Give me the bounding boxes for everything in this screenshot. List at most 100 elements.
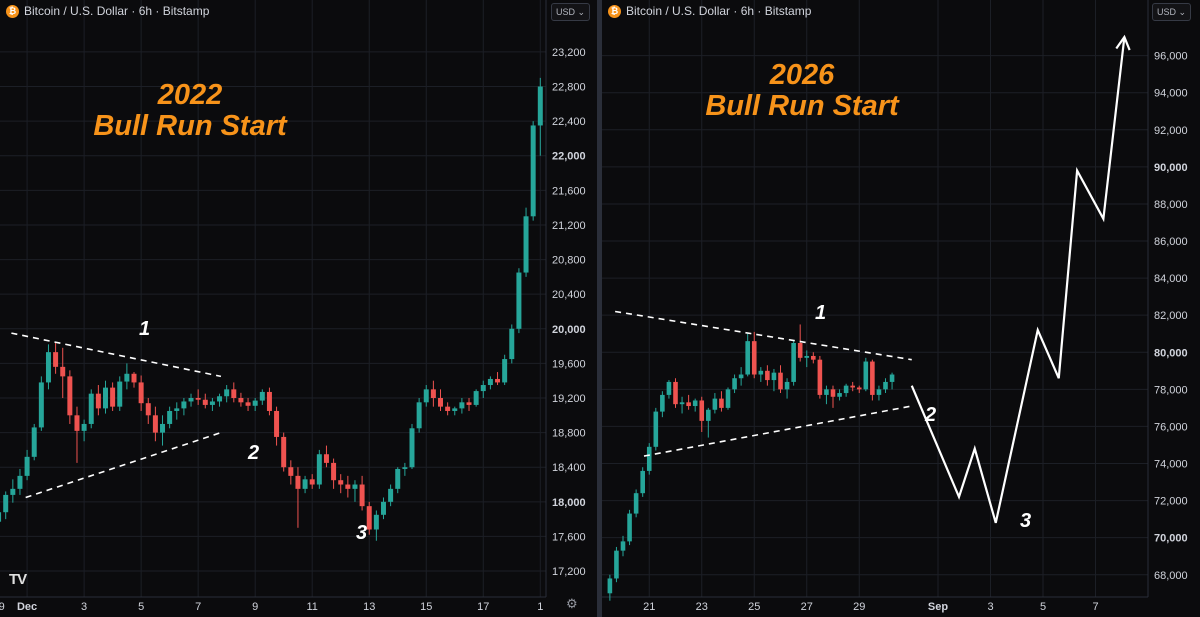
time-tick-label: Dec: [17, 601, 37, 613]
candle-body: [160, 423, 166, 433]
trendline: [643, 405, 912, 457]
candle-body: [202, 399, 208, 405]
time-tick-label: 7: [195, 601, 201, 613]
left-symbol-header[interactable]: ₿ Bitcoin / U.S. Dollar · 6h · Bitstamp: [6, 4, 209, 18]
tradingview-logo[interactable]: TV: [9, 571, 27, 588]
candle-body: [402, 467, 408, 469]
candle-body: [633, 493, 639, 514]
price-tick-label: 78,000: [1154, 384, 1188, 396]
candle-body: [288, 467, 294, 476]
candle-body: [53, 352, 59, 367]
candle-body: [480, 385, 486, 392]
arrow-head-icon: [1115, 34, 1131, 51]
candle-body: [145, 403, 151, 416]
candle-body: [817, 359, 823, 395]
price-tick-label: 70,000: [1154, 533, 1188, 545]
candle-body: [309, 479, 315, 485]
candle-body: [174, 408, 180, 411]
time-tick-label: 5: [138, 601, 144, 613]
candle-body: [646, 446, 652, 471]
price-tick-label: 19,200: [552, 393, 586, 405]
candle-body: [10, 488, 16, 495]
candle-body: [863, 361, 869, 390]
price-tick-label: 72,000: [1154, 496, 1188, 508]
candle-body: [751, 341, 757, 375]
candle-body: [3, 494, 9, 513]
trendline: [11, 332, 222, 378]
candle-body: [217, 396, 223, 402]
right-wave-label-3: 3: [1020, 510, 1032, 532]
time-tick-label: Sep: [928, 601, 948, 613]
right-symbol-header[interactable]: ₿ Bitcoin / U.S. Dollar · 6h · Bitstamp: [608, 4, 811, 18]
price-tick-label: 20,000: [552, 324, 586, 336]
candle-body: [850, 385, 855, 388]
right-chart-canvas[interactable]: 68,000 70,000 72,000 74,000 76,000 78,000 80,0…: [602, 0, 1200, 617]
left-currency-selector[interactable]: USD ⌄: [551, 3, 591, 21]
candle-body: [732, 378, 737, 390]
right-wave-label-2: 2: [925, 404, 937, 426]
candle-body: [259, 391, 265, 401]
candle-body: [876, 389, 882, 395]
price-tick-label: 92,000: [1154, 125, 1188, 137]
candle-body: [516, 272, 522, 329]
candle-body: [416, 402, 422, 429]
candle-body: [266, 391, 272, 411]
candle-body: [487, 378, 493, 386]
candle-body: [181, 401, 187, 409]
time-tick-label: 29: [0, 601, 5, 613]
right-headline-year: 2026: [769, 59, 835, 91]
candle-body: [870, 361, 875, 395]
chevron-down-icon: ⌄: [1178, 7, 1187, 17]
time-tick-label: 21: [643, 601, 655, 613]
candle-body: [81, 423, 87, 431]
candle-body: [811, 355, 816, 360]
left-chart-panel[interactable]: 17,200 17,600 18,000 18,400 18,800 19,200 19,6…: [0, 0, 597, 617]
candle-body: [110, 387, 116, 407]
candle-body: [837, 393, 842, 397]
candle-body: [195, 398, 201, 400]
price-tick-label: 21,200: [552, 220, 586, 232]
candle-body: [67, 376, 73, 416]
right-currency-selector[interactable]: USD ⌄: [1152, 3, 1192, 21]
candle-body: [666, 381, 672, 395]
candle-body: [323, 454, 329, 463]
candle-body: [889, 374, 895, 382]
candle-body: [784, 381, 790, 390]
candle-body: [0, 512, 2, 522]
left-wave-label-1: 1: [139, 318, 151, 340]
candle-body: [167, 410, 173, 424]
price-tick-label: 88,000: [1154, 199, 1188, 211]
right-chart-panel[interactable]: 68,000 70,000 72,000 74,000 76,000 78,000 80,0…: [602, 0, 1200, 617]
time-tick-label: 27: [801, 601, 813, 613]
gear-icon[interactable]: ⚙: [566, 596, 578, 611]
price-tick-label: 17,600: [552, 531, 586, 543]
candle-body: [373, 514, 379, 530]
candle-body: [771, 372, 777, 381]
time-tick-label: 17: [477, 601, 489, 613]
candle-body: [395, 468, 401, 489]
panel-divider[interactable]: [597, 0, 602, 617]
time-tick-label: 23: [696, 601, 708, 613]
candle-body: [231, 389, 237, 398]
time-tick-label: 13: [363, 601, 375, 613]
right-symbol-title: Bitcoin / U.S. Dollar · 6h · Bitstamp: [626, 4, 812, 18]
left-chart-canvas[interactable]: 17,200 17,600 18,000 18,400 18,800 19,200 19,6…: [0, 0, 597, 617]
candle-body: [388, 488, 394, 502]
candle-body: [359, 484, 365, 507]
price-tick-label: 23,200: [552, 47, 586, 59]
candle-body: [352, 484, 358, 489]
candle-body: [523, 216, 529, 273]
candle-body: [738, 374, 744, 379]
candle-body: [380, 501, 386, 515]
candle-body: [295, 475, 301, 489]
candle-body: [152, 415, 158, 433]
candle-body: [438, 398, 444, 407]
candle-body: [692, 400, 698, 407]
time-tick-label: 11: [306, 601, 317, 613]
candle-body: [45, 352, 51, 383]
trendline: [25, 431, 222, 499]
right-currency-label: USD: [1157, 7, 1177, 17]
left-symbol-title: Bitcoin / U.S. Dollar · 6h · Bitstamp: [24, 4, 210, 18]
candle-body: [60, 366, 66, 377]
time-tick-label: 25: [748, 601, 760, 613]
